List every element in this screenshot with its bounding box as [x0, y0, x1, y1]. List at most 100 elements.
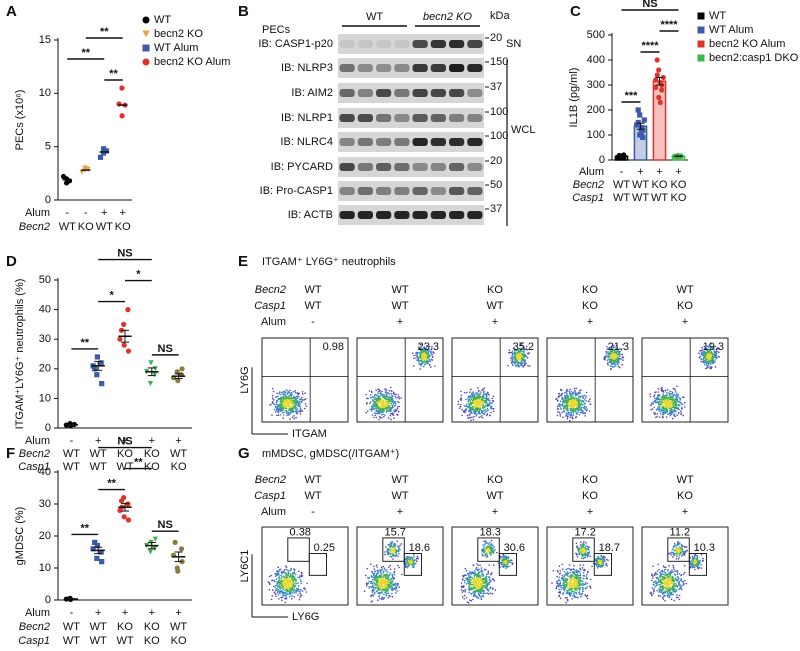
- event-dot: [374, 414, 377, 417]
- event-dot: [298, 401, 301, 403]
- event-dot: [463, 589, 466, 592]
- event-dot: [476, 404, 479, 406]
- event-dot: [373, 412, 376, 415]
- event-dot: [671, 417, 674, 420]
- event-dot: [570, 412, 573, 414]
- flow-plot: [641, 337, 729, 423]
- event-dot: [469, 408, 471, 410]
- event-dot: [527, 353, 530, 355]
- event-dot: [366, 402, 368, 404]
- event-dot: [577, 411, 579, 413]
- event-dot: [472, 578, 475, 581]
- event-dot: [373, 401, 376, 404]
- event-dot: [381, 395, 384, 397]
- significance-label: ***: [625, 90, 639, 102]
- event-dot: [378, 418, 380, 421]
- event-dot: [520, 363, 522, 366]
- event-dot: [557, 403, 560, 406]
- event-dot: [672, 397, 675, 399]
- significance-label: **: [100, 26, 109, 38]
- event-dot: [511, 353, 514, 355]
- event-dot: [655, 416, 657, 419]
- event-dot: [285, 589, 288, 591]
- event-dot: [478, 581, 481, 584]
- event-dot: [390, 583, 392, 585]
- blot-band: [430, 187, 446, 195]
- event-dot: [383, 580, 386, 582]
- event-dot: [297, 402, 300, 405]
- event-dot: [666, 393, 668, 396]
- event-dot: [377, 572, 380, 574]
- event-dot: [607, 363, 609, 366]
- event-dot: [285, 406, 287, 409]
- event-dot: [481, 417, 484, 419]
- event-dot: [460, 390, 462, 393]
- event-dot: [275, 402, 278, 404]
- event-dot: [281, 398, 283, 400]
- event-dot: [673, 410, 675, 413]
- event-dot: [288, 580, 291, 583]
- event-dot: [580, 406, 583, 409]
- event-dot: [473, 394, 476, 396]
- dot: [99, 381, 105, 387]
- event-dot: [611, 353, 613, 356]
- event-dot: [557, 400, 559, 402]
- event-dot: [394, 545, 397, 548]
- event-dot: [665, 409, 667, 412]
- blot-band: [467, 187, 483, 195]
- event-dot: [298, 570, 300, 573]
- condition-label: KO: [117, 621, 133, 633]
- event-dot: [578, 401, 581, 403]
- dot: [118, 498, 125, 504]
- event-dot: [608, 356, 610, 358]
- event-dot: [521, 360, 523, 363]
- event-dot: [516, 360, 518, 363]
- event-dot: [662, 394, 665, 397]
- event-dot: [373, 565, 375, 568]
- event-dot: [659, 394, 661, 397]
- condition-label: WT: [391, 474, 408, 486]
- event-dot: [431, 353, 433, 356]
- event-dot: [479, 405, 481, 407]
- event-dot: [679, 401, 682, 404]
- event-dot: [382, 408, 384, 411]
- event-dot: [467, 398, 469, 400]
- condition-label: KO: [115, 221, 131, 233]
- event-dot: [564, 392, 566, 394]
- row-label: Casp1: [254, 490, 286, 502]
- event-dot: [371, 591, 374, 593]
- event-dot: [465, 574, 468, 577]
- event-dot: [567, 415, 569, 417]
- group-label: WCL: [511, 124, 535, 136]
- event-dot: [430, 352, 432, 355]
- event-dot: [479, 408, 482, 410]
- event-dot: [373, 416, 375, 419]
- event-dot: [372, 584, 374, 586]
- event-dot: [279, 393, 282, 396]
- event-dot: [581, 412, 584, 415]
- event-dot: [610, 368, 612, 371]
- event-dot: [286, 402, 288, 405]
- event-dot: [710, 351, 713, 354]
- event-dot: [391, 580, 394, 582]
- event-dot: [373, 396, 376, 399]
- event-dot: [556, 414, 559, 417]
- event-dot: [523, 364, 526, 367]
- event-dot: [375, 404, 378, 406]
- event-dot: [368, 586, 371, 588]
- event-dot: [386, 552, 389, 555]
- event-dot: [579, 396, 582, 399]
- condition-label: KO: [171, 461, 187, 473]
- event-dot: [679, 399, 682, 401]
- event-dot: [492, 407, 495, 410]
- event-dot: [572, 404, 575, 406]
- event-dot: [471, 407, 473, 410]
- gate: [382, 537, 405, 562]
- event-dot: [388, 551, 390, 554]
- event-dot: [391, 401, 394, 403]
- event-dot: [473, 585, 475, 588]
- event-dot: [290, 569, 292, 571]
- event-dot: [268, 589, 271, 591]
- event-dot: [284, 395, 286, 398]
